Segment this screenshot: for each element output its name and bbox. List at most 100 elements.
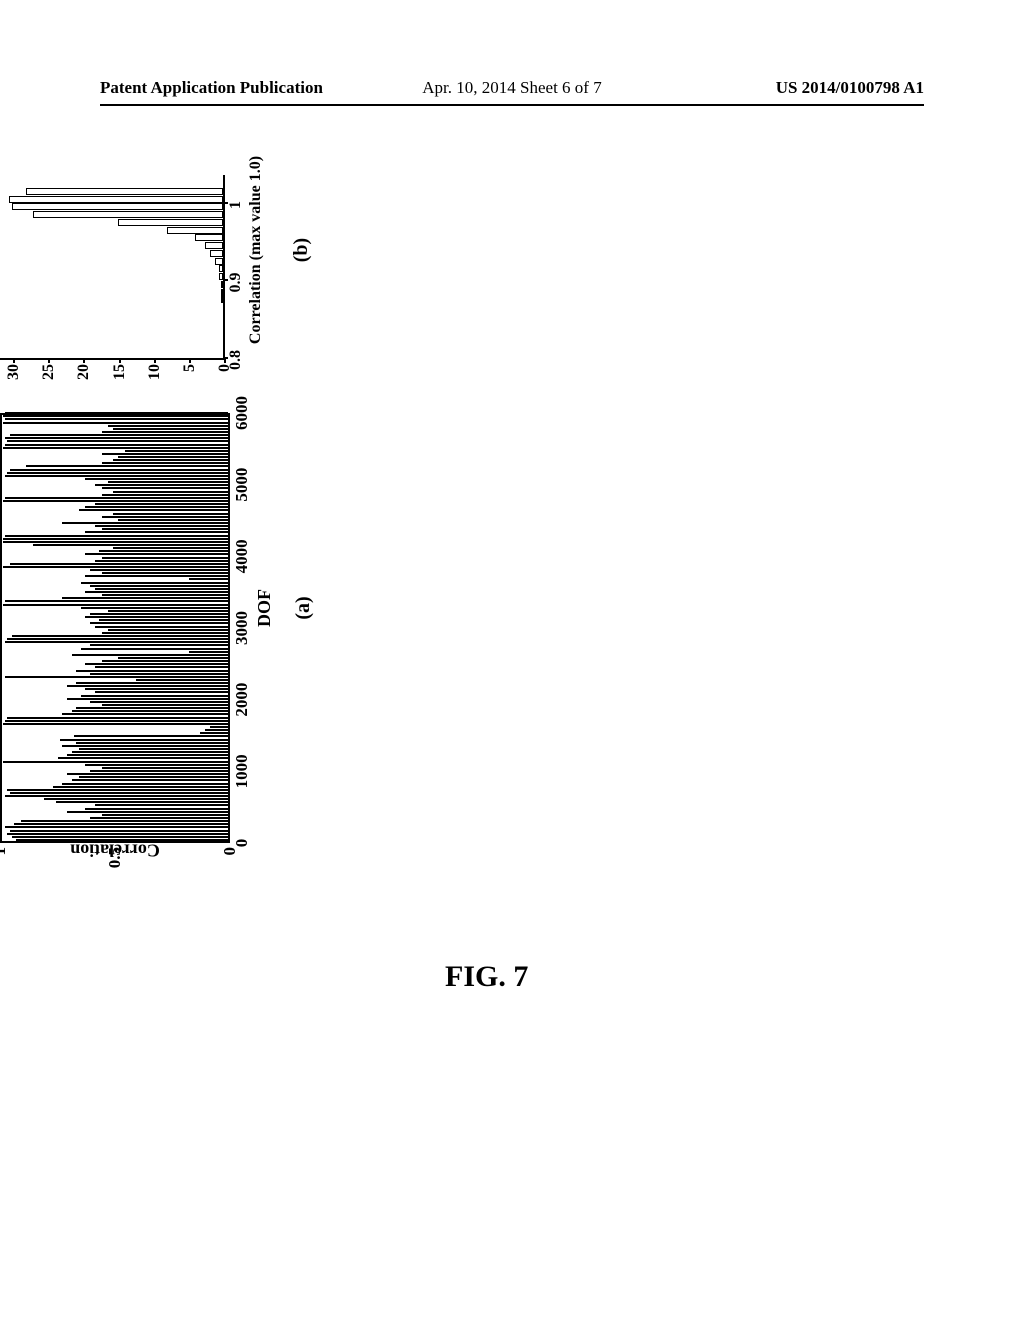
panel-a-bar — [5, 826, 228, 828]
panel-a-bar — [85, 575, 228, 577]
panel-a-bar — [62, 713, 228, 715]
figure-7: Correlation DOF (a) 00.51010002000300040… — [0, 325, 780, 885]
panel-b-ytick: 30 — [5, 364, 23, 386]
panel-a-bar — [3, 604, 228, 606]
panel-a-ytick: 0.5 — [105, 847, 125, 869]
panel-a-bar — [5, 641, 228, 643]
panel-a-bar — [95, 626, 228, 628]
panel-a-bar — [102, 494, 229, 496]
panel-b-bar — [118, 219, 223, 226]
panel-a-bar — [136, 679, 228, 681]
panel-a-bar — [102, 431, 229, 433]
panel-a-bar — [10, 469, 229, 471]
panel-a-sublabel: (a) — [292, 596, 315, 619]
panel-a-bar — [72, 779, 228, 781]
panel-a-bar — [95, 560, 228, 562]
panel-a-bar — [102, 487, 229, 489]
panel-a-bar — [81, 648, 228, 650]
panel-a-bar — [10, 434, 229, 436]
panel-a-bar — [12, 836, 228, 838]
panel-a-bar — [26, 466, 228, 468]
panel-a-plot — [0, 413, 230, 843]
panel-a-bar — [102, 594, 229, 596]
panel-a-bar — [118, 456, 228, 458]
panel-b: Distribution Correlation (max value 1.0)… — [0, 175, 225, 395]
panel-a-bar — [33, 544, 229, 546]
panel-a-bar — [3, 415, 228, 417]
panel-a-bar — [102, 557, 229, 559]
panel-a-bar — [76, 682, 228, 684]
panel-a-bar — [102, 704, 229, 706]
panel-a-bar — [5, 720, 228, 722]
panel-a-xtick: 6000 — [232, 396, 252, 430]
panel-a-bar — [14, 823, 228, 825]
panel-a-bar — [62, 783, 228, 785]
panel-a-bar — [102, 572, 229, 574]
panel-b-bar — [195, 234, 223, 241]
header-right: US 2014/0100798 A1 — [776, 78, 924, 98]
panel-b-xlabel: Correlation (max value 1.0) — [247, 156, 265, 344]
panel-a-bar — [5, 475, 228, 477]
panel-b-bar — [9, 196, 223, 203]
panel-a-bar — [67, 811, 228, 813]
panel-a-bar — [90, 585, 228, 587]
panel-a-bar — [95, 503, 228, 505]
panel-a-bar — [67, 698, 228, 700]
panel-a-bar — [210, 726, 228, 728]
panel-b-bar — [12, 203, 223, 210]
panel-b-xtick: 0.8 — [227, 350, 245, 370]
panel-b-bar — [221, 281, 223, 288]
figure-caption: FIG. 7 — [445, 960, 528, 994]
panel-b-sublabel: (b) — [290, 238, 313, 262]
panel-a-bar — [7, 717, 228, 719]
panel-a-bar — [95, 588, 228, 590]
panel-b-bar — [219, 265, 223, 272]
panel-a-bar — [189, 651, 228, 653]
panel-b-ytick: 5 — [181, 364, 199, 386]
panel-b-bar — [210, 250, 223, 257]
panel-a-bar — [76, 670, 228, 672]
header-left: Patent Application Publication — [100, 78, 323, 98]
panel-a-bar — [85, 531, 228, 533]
panel-a-bar — [67, 685, 228, 687]
panel-a-bar — [189, 579, 228, 581]
panel-b-xtick: 0.9 — [227, 273, 245, 293]
panel-a-bar — [113, 491, 228, 493]
panel-a-bar — [108, 481, 228, 483]
panel-a-bar — [85, 553, 228, 555]
panel-a-bar — [108, 610, 228, 612]
panel-a-bar — [113, 547, 228, 549]
panel-a-bar — [79, 509, 229, 511]
panel-a-bar — [95, 666, 228, 668]
panel-a-bar — [62, 597, 228, 599]
panel-a-bar — [85, 808, 228, 810]
panel-a-bar — [95, 691, 228, 693]
panel-a-xlabel: DOF — [254, 589, 275, 627]
panel-a-bar — [85, 591, 228, 593]
panel-a-xtick: 2000 — [232, 683, 252, 717]
panel-a-bar — [3, 538, 228, 540]
panel-a-bar — [5, 418, 228, 420]
panel-a-bar — [90, 613, 228, 615]
panel-a-bar — [5, 535, 228, 537]
panel-a-bar — [60, 739, 228, 741]
panel-a-ytick: 1 — [0, 847, 10, 869]
panel-b-bar — [221, 289, 223, 296]
panel-a-bar — [67, 773, 228, 775]
panel-a-bar — [62, 522, 228, 524]
panel-a-bar — [81, 607, 228, 609]
panel-a-bar — [5, 437, 228, 439]
panel-a-bar — [7, 472, 228, 474]
panel-a-bar — [72, 751, 228, 753]
panel-a-bar — [85, 688, 228, 690]
panel-a-bar — [85, 506, 228, 508]
panel-a-bar — [90, 701, 228, 703]
panel-a-bar — [95, 804, 228, 806]
panel-b-ytick: 15 — [111, 364, 129, 386]
panel-a-bar — [3, 422, 228, 424]
panel-a-bar — [102, 660, 229, 662]
panel-b-ytick: 25 — [40, 364, 58, 386]
panel-a-bar — [205, 729, 228, 731]
panel-a-bar — [16, 839, 228, 841]
panel-a-bar — [102, 814, 229, 816]
